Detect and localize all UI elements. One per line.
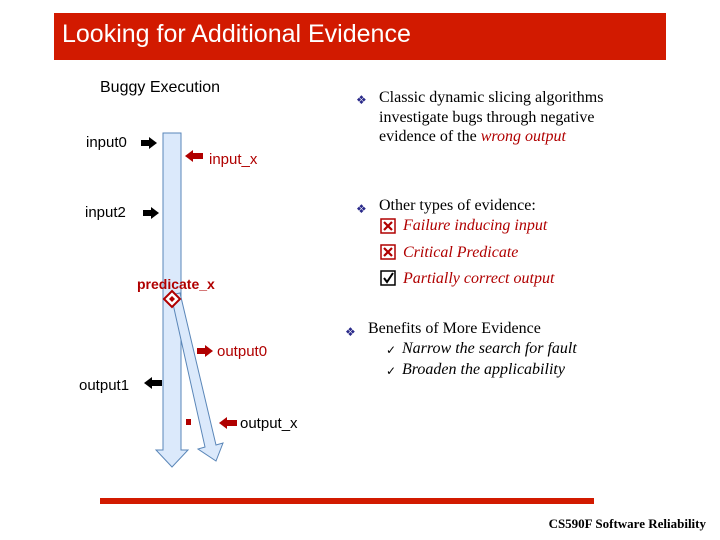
x-box-icon [380,218,396,234]
input-x-arrow-icon [185,150,203,162]
input0-arrow-icon [141,137,157,149]
partially-correct-output-text: Partially correct output [403,270,555,287]
predicate-x-label: predicate_x [137,276,215,292]
bottom-divider [100,498,594,504]
title-bar: Looking for Additional Evidence [54,13,666,60]
critical-predicate-text: Critical Predicate [403,244,519,261]
bullet-2-head: Other types of evidence: [379,197,536,214]
failure-inducing-input-text: Failure inducing input [403,217,548,234]
output1-label: output1 [79,377,130,394]
output-x-marker-icon [186,419,191,425]
x-box-icon [380,244,396,260]
output-x-arrow-icon [219,417,237,429]
bullet-1-line-3-prefix: evidence of the [379,128,481,145]
input2-label: input2 [85,204,126,221]
slide-title: Looking for Additional Evidence [62,20,411,48]
predicate-diamond-icon [162,289,182,309]
trace-arrow-slanted [170,292,224,462]
footer-course-title: CS590F Software Reliability [548,516,706,531]
bullet-1-line-3: evidence of the wrong output [379,128,566,146]
check-box-icon [380,270,396,286]
diamond-bullet-icon: ❖ [356,93,367,107]
output0-arrow-icon [197,345,213,357]
bullet-1-line-2: investigate bugs through negative [379,109,595,126]
wrong-output-text: wrong output [480,128,566,145]
diamond-bullet-icon: ❖ [345,325,356,339]
input-x-label: input_x [209,151,258,168]
narrow-search-text: Narrow the search for fault [402,340,577,357]
input0-label: input0 [86,134,127,151]
output0-label: output0 [217,343,268,360]
bullet-3-head: Benefits of More Evidence [368,320,541,337]
check-icon: ✓ [386,343,397,357]
bullet-1-line-1: Classic dynamic slicing algorithms [379,89,604,106]
output1-arrow-icon [144,377,162,389]
input2-arrow-icon [143,207,159,219]
check-icon: ✓ [386,364,397,378]
broaden-applicability-text: Broaden the applicability [402,361,565,378]
output-x-label: output_x [240,415,298,432]
diamond-bullet-icon: ❖ [356,202,367,216]
buggy-execution-heading: Buggy Execution [100,79,221,96]
